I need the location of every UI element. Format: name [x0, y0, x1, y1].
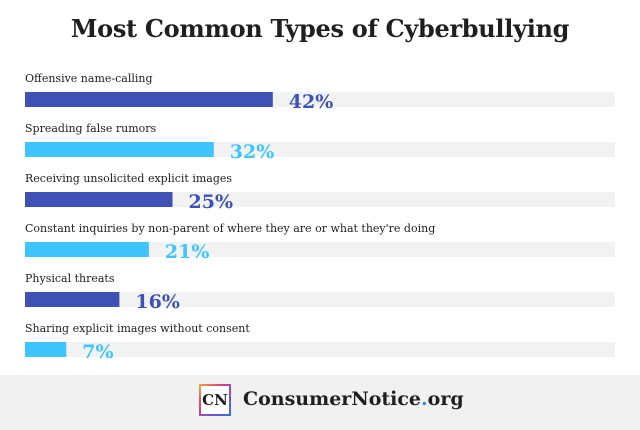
data-label: 21%: [165, 241, 210, 263]
category-label: Spreading false rumors: [25, 122, 157, 135]
bar: [25, 292, 120, 307]
bar: [25, 142, 214, 157]
data-label: 42%: [289, 91, 334, 113]
category-label: Constant inquiries by non-parent of wher…: [25, 222, 435, 235]
bar: [25, 242, 149, 257]
footer-bar: [0, 375, 640, 430]
bar: [25, 342, 67, 357]
category-label: Physical threats: [25, 272, 115, 285]
category-label: Sharing explicit images without consent: [25, 322, 250, 335]
category-label: Offensive name-calling: [25, 72, 153, 85]
category-label: Receiving unsolicited explicit images: [25, 172, 232, 185]
data-label: 25%: [189, 191, 234, 213]
bar-track: [25, 342, 615, 357]
chart-title: Most Common Types of Cyberbullying: [70, 14, 570, 43]
brand-dot: .: [421, 388, 428, 410]
logo-text: CN: [202, 391, 228, 409]
bar-track: [25, 242, 615, 257]
data-label: 32%: [230, 141, 274, 163]
consumernotice-logo: CN: [199, 384, 231, 416]
brand-tld: org: [427, 388, 464, 410]
bar-chart: Offensive name-calling 42% Spreading false…: [25, 72, 615, 363]
data-label: 16%: [135, 291, 180, 313]
brand-name[interactable]: ConsumerNotice.org: [243, 388, 464, 410]
bar: [25, 92, 273, 107]
bar: [25, 192, 173, 207]
bar-track: [25, 292, 615, 307]
data-label: 7%: [82, 341, 113, 363]
brand-name-text: ConsumerNotice: [243, 388, 422, 410]
